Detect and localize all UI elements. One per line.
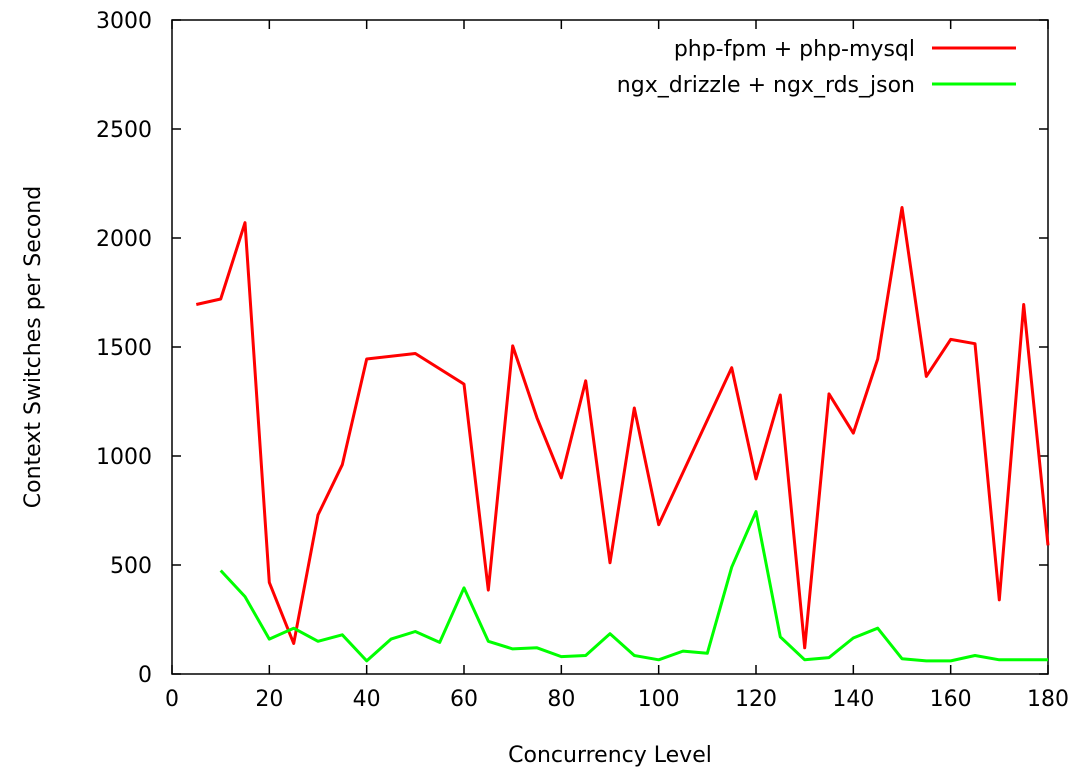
x-tick-label: 60 (450, 687, 478, 712)
x-tick-label: 120 (735, 687, 777, 712)
legend-label-1: php-fpm + php-mysql (674, 37, 915, 62)
y-axis-label: Context Switches per Second (21, 186, 46, 508)
y-tick-label: 1500 (96, 336, 152, 361)
x-tick-label: 0 (165, 687, 179, 712)
series-line-1 (195, 206, 1050, 650)
x-tick-label: 80 (547, 687, 575, 712)
y-tick-label: 2500 (96, 118, 152, 143)
plot-frame (171, 19, 1049, 675)
series-line-2 (219, 510, 1048, 663)
y-tick-label: 500 (110, 554, 152, 579)
legend: php-fpm + php-mysql ngx_drizzle + ngx_rds… (617, 37, 1016, 98)
y-tick-label: 1000 (96, 445, 152, 470)
y-tick-label: 2000 (96, 227, 152, 252)
y-tick-label: 3000 (96, 9, 152, 34)
x-tick-label: 180 (1027, 687, 1069, 712)
x-tick-label: 40 (353, 687, 381, 712)
x-tick-label: 140 (832, 687, 874, 712)
x-tick-label: 160 (930, 687, 972, 712)
x-tick-label: 20 (255, 687, 283, 712)
legend-label-2: ngx_drizzle + ngx_rds_json (617, 73, 915, 98)
series-lines (195, 206, 1050, 663)
x-tick-label: 100 (638, 687, 680, 712)
axis-ticks: 0 20 40 60 80 100 120 140 160 180 0 500 1000 1500 2000… (96, 9, 1069, 712)
x-axis-label: Concurrency Level (508, 743, 712, 768)
y-tick-label: 0 (138, 663, 152, 688)
